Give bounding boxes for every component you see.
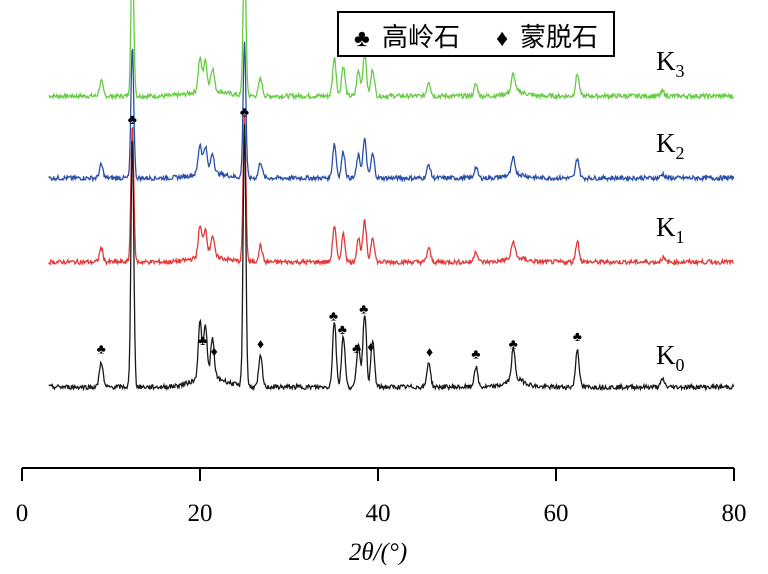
series-label: K2 <box>656 128 685 163</box>
series-label: K0 <box>656 340 685 375</box>
series-line-K3 <box>48 0 735 101</box>
series-layer <box>48 0 735 392</box>
kaolinite-marker: ♣ <box>471 348 480 363</box>
peak-marker-layer: ♣♣♣♦♣♦♣♣♣♣♦ ♦ ♣♣♣ <box>97 105 582 362</box>
x-axis-label: 2θ/(°) <box>349 539 407 566</box>
series-label: K1 <box>656 212 685 247</box>
kaolinite-marker: ♣ <box>509 337 518 352</box>
x-tick-label: 0 <box>16 500 29 527</box>
kaolinite-marker: ♣ <box>97 343 106 358</box>
kaolinite-marker: ♣ <box>573 330 582 345</box>
x-tick-label: 80 <box>722 500 747 527</box>
kaolinite-marker: ♣ <box>240 105 249 120</box>
kaolinite-marker: ♣ <box>338 323 347 338</box>
montmorillonite-marker: ♦ <box>211 345 218 360</box>
legend: ♣ 高岭石 ♦ 蒙脱石 <box>337 11 615 57</box>
series-line-K1 <box>48 114 735 267</box>
legend-symbol-kaolinite: ♣ <box>354 26 370 52</box>
legend-box <box>337 11 615 57</box>
legend-label-montmorillonite: 蒙脱石 <box>520 23 598 52</box>
montmorillonite-marker: ♦ <box>257 337 264 352</box>
series-label: K3 <box>656 46 685 81</box>
montmorillonite-marker: ♦ <box>426 346 433 361</box>
series-line-K2 <box>48 41 735 183</box>
x-axis-ticks <box>21 468 735 481</box>
legend-label-kaolinite: 高岭石 <box>382 23 460 52</box>
series-line-K0 <box>48 124 735 392</box>
x-tick-label: 60 <box>544 500 569 527</box>
kaolinite-marker: ♣ <box>352 342 361 357</box>
series-label-layer: K3 K2 K1 K0 <box>656 46 685 375</box>
legend-symbol-montmorillonite: ♦ <box>496 26 508 52</box>
x-tick-label: 20 <box>188 500 213 527</box>
kaolinite-marker: ♣ <box>329 310 338 325</box>
kaolinite-marker: ♣ <box>198 334 207 349</box>
x-tick-label: 40 <box>366 500 391 527</box>
montmorillonite-marker: ♦ <box>367 340 374 355</box>
kaolinite-marker: ♣ <box>359 302 368 317</box>
x-axis: 0 20 40 60 80 2θ/(°) <box>16 467 747 566</box>
kaolinite-marker: ♣ <box>128 113 137 128</box>
